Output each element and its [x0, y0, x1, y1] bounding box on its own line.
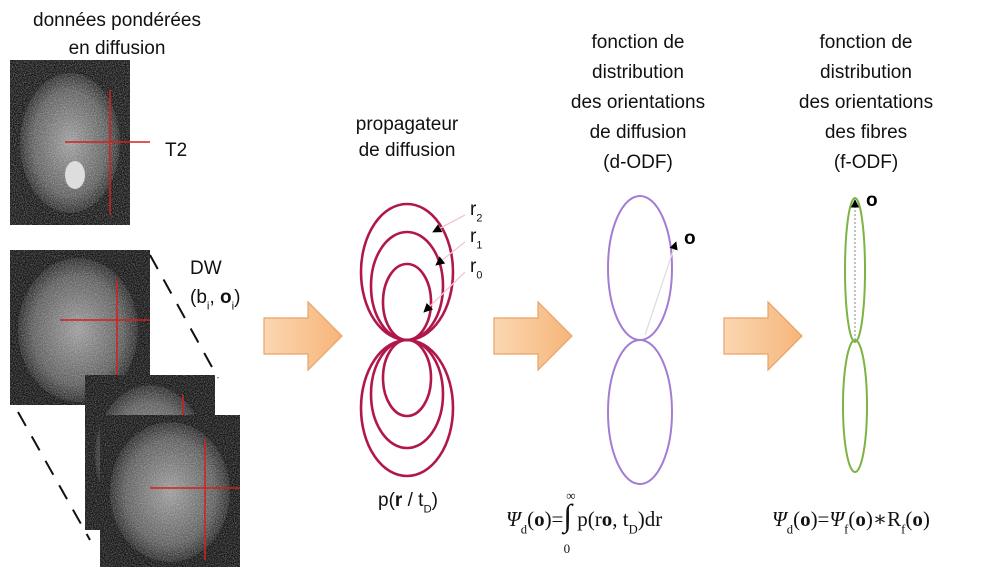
- integral-lower: 0: [564, 541, 571, 556]
- d-odf-shape: [607, 195, 673, 485]
- d-odf-formula: Ψd(o)=∫ p(ro, tD)dr: [506, 498, 662, 536]
- radius-pointers: [423, 214, 466, 313]
- text-part: ∫: [561, 498, 574, 535]
- title-line: (f-ODF): [834, 152, 898, 173]
- radius-label: r2: [470, 199, 482, 224]
- title-line: propagateur: [356, 114, 459, 135]
- title-line: données pondérées: [33, 10, 201, 31]
- text-part: ): [432, 490, 438, 511]
- text-part: o: [800, 507, 811, 531]
- text-part: b: [196, 287, 207, 308]
- text-part: r: [395, 490, 403, 511]
- text-part: o: [220, 287, 232, 308]
- text-part: ): [923, 507, 930, 531]
- t2-image: [10, 60, 150, 225]
- text-part: o: [534, 507, 545, 531]
- text-part: )∗R: [866, 507, 901, 531]
- f-odf-direction-label: o: [866, 190, 878, 211]
- text-part: )dr: [638, 507, 663, 531]
- text-part: )=: [545, 507, 564, 531]
- text-part: (: [848, 507, 855, 531]
- text-part: ): [234, 287, 240, 308]
- text-part: ,: [209, 287, 220, 308]
- propagator-shape: [359, 202, 455, 478]
- text-part: r: [470, 199, 477, 220]
- text-part: / t: [402, 490, 424, 511]
- radius-label: r0: [470, 256, 482, 281]
- f-odf-formula: Ψd(o)=Ψf(o)∗Rf(o): [772, 507, 930, 536]
- text-part: Ψ: [506, 507, 523, 531]
- text-part: i: [207, 301, 210, 313]
- text-part: p(r: [572, 507, 602, 531]
- text-part: d: [787, 522, 794, 536]
- text-part: f: [901, 522, 906, 536]
- text-part: i: [232, 301, 235, 313]
- text-part: (: [793, 507, 800, 531]
- text-part: o: [912, 507, 923, 531]
- text-part: (: [190, 287, 197, 308]
- dw-params: (bi, oi): [190, 287, 240, 313]
- dw-label: DW: [190, 258, 222, 279]
- text-part: d: [521, 522, 528, 536]
- text-part: (: [527, 507, 534, 531]
- text-part: 0: [476, 269, 482, 281]
- title-line: fonction de: [820, 32, 913, 53]
- text-part: D: [629, 522, 638, 536]
- process-arrows: [263, 300, 803, 372]
- text-part: , t: [612, 507, 629, 531]
- text-part: r: [470, 256, 477, 277]
- dw-images: [10, 250, 240, 567]
- text-part: f: [844, 522, 849, 536]
- propagator-formula: p(r / tD): [378, 490, 438, 516]
- text-part: (: [905, 507, 912, 531]
- text-part: D: [423, 504, 431, 516]
- text-part: Ψ: [772, 507, 789, 531]
- title-line: de diffusion: [359, 140, 456, 161]
- text-part: Ψ: [829, 507, 846, 531]
- text-part: o: [602, 507, 613, 531]
- text-part: r: [470, 226, 477, 247]
- title-line: des orientations: [799, 92, 933, 113]
- title-line: distribution: [820, 62, 912, 83]
- d-odf-direction: [644, 241, 678, 336]
- d-odf-direction-label: o: [684, 228, 696, 249]
- title-line: distribution: [592, 62, 684, 83]
- text-part: )=: [811, 507, 830, 531]
- title-line: des fibres: [825, 122, 907, 143]
- title-line: des orientations: [571, 92, 705, 113]
- text-part: 1: [476, 239, 482, 251]
- integral-upper: ∞: [566, 488, 575, 503]
- t2-label: T2: [165, 140, 187, 161]
- radius-label: r1: [470, 226, 482, 251]
- text-part: p(: [378, 490, 396, 511]
- text-part: o: [855, 507, 866, 531]
- title-line: fonction de: [592, 32, 685, 53]
- title-line: en diffusion: [69, 38, 166, 59]
- text-part: 2: [476, 212, 482, 224]
- title-line: de diffusion: [590, 122, 687, 143]
- title-line: (d-ODF): [603, 152, 673, 173]
